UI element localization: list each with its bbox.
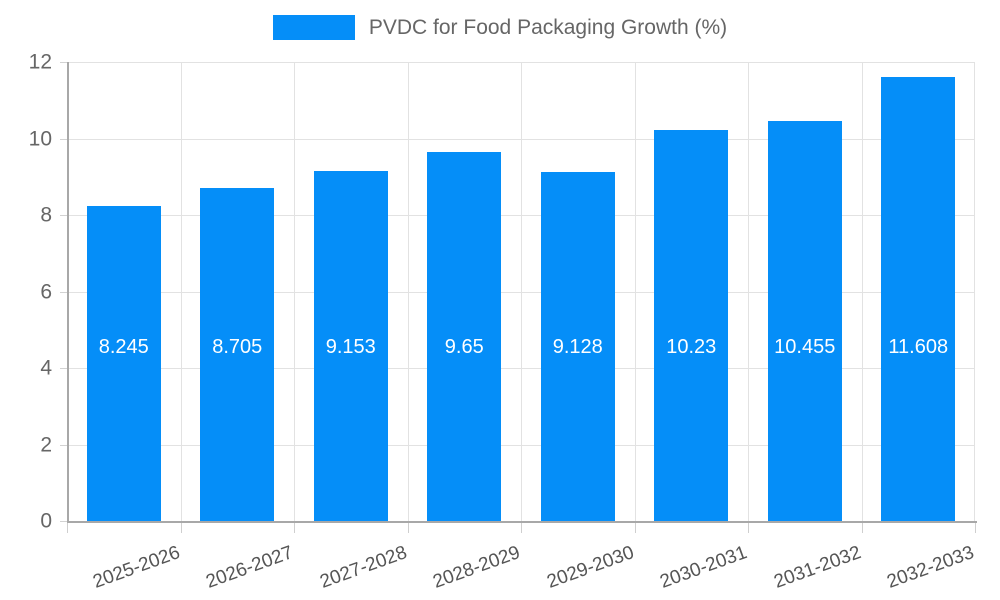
y-axis-tick-label: 0 [40, 509, 52, 533]
gridline-vertical [521, 62, 522, 521]
gridline-vertical [862, 62, 863, 521]
x-axis-tick-mark [975, 523, 976, 533]
y-axis-tick-mark [60, 62, 67, 63]
bar[interactable]: 9.128 [540, 171, 615, 521]
legend-color-swatch [272, 14, 355, 40]
y-axis-tick-mark [60, 445, 67, 446]
y-axis-tick-label: 6 [40, 280, 52, 304]
y-axis-line [67, 62, 69, 523]
y-axis-tick-labels: 0 2 4 6 8 10 12 [0, 0, 52, 600]
bar[interactable]: 9.153 [313, 170, 388, 521]
legend-series-label: PVDC for Food Packaging Growth (%) [368, 15, 728, 39]
y-axis-tick-label: 4 [40, 356, 52, 380]
y-axis-tick-mark [60, 139, 67, 140]
bar-value-label: 9.153 [325, 335, 376, 358]
gridline-vertical [635, 62, 636, 521]
y-axis-tick-mark [60, 368, 67, 369]
x-axis-tick-mark [294, 523, 295, 533]
bar-value-label: 10.23 [666, 335, 717, 358]
gridline-vertical [748, 62, 749, 521]
bar[interactable]: 11.608 [881, 77, 956, 521]
bar-value-label: 8.705 [212, 335, 263, 358]
bar-value-label: 10.455 [774, 335, 836, 358]
x-axis-tick-label: 2026-2027 [203, 542, 297, 593]
bar[interactable]: 8.245 [86, 205, 161, 521]
bar-value-label: 9.128 [552, 335, 603, 358]
y-axis-tick-label: 8 [40, 203, 52, 227]
x-axis-line [67, 521, 977, 523]
x-axis-tick-mark [748, 523, 749, 533]
x-axis-tick-mark [67, 523, 68, 533]
x-axis-tick-label: 2025-2026 [90, 542, 183, 593]
x-axis-tick-mark [181, 523, 182, 533]
x-axis-tick-label: 2027-2028 [317, 542, 410, 593]
gridline-vertical [181, 62, 182, 521]
x-axis-tick-label: 2028-2029 [430, 542, 524, 593]
bar-value-label: 8.245 [98, 335, 149, 358]
y-axis-tick-mark [60, 215, 67, 216]
y-axis-tick-label: 12 [28, 50, 52, 74]
chart-legend: PVDC for Food Packaging Growth (%) [0, 10, 1000, 44]
bar-value-label: 11.608 [888, 335, 949, 358]
bar[interactable]: 10.23 [654, 129, 729, 521]
x-axis-tick-mark [521, 523, 522, 533]
x-axis-tick-mark [635, 523, 636, 533]
y-axis-tick-label: 10 [28, 127, 52, 151]
bar[interactable]: 9.65 [427, 151, 502, 521]
x-axis-tick-label: 2031-2032 [771, 542, 864, 593]
x-axis-tick-label: 2032-2033 [884, 542, 978, 593]
bar-value-label: 9.65 [444, 335, 484, 358]
gridline-vertical [974, 62, 975, 521]
y-axis-tick-mark [60, 292, 67, 293]
bar[interactable]: 10.455 [767, 121, 842, 521]
x-axis-tick-label: 2030-2031 [657, 542, 751, 593]
gridline-vertical [294, 62, 295, 521]
x-axis-tick-label: 2029-2030 [544, 542, 637, 593]
bar[interactable]: 8.705 [200, 188, 275, 521]
x-axis-tick-mark [862, 523, 863, 533]
plot-area: 8.245 8.705 9.153 9.65 9.128 10.23 10.455 11.60… [67, 62, 975, 522]
y-axis-tick-mark [60, 521, 67, 522]
y-axis-tick-label: 2 [40, 433, 52, 457]
x-axis-tick-mark [408, 523, 409, 533]
gridline-vertical [408, 62, 409, 521]
